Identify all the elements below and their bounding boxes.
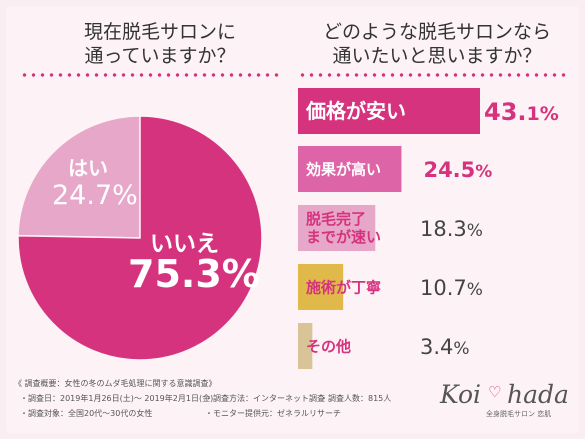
logo-koi: Koi (440, 380, 482, 409)
bar-category-5: その他 (306, 337, 351, 355)
question-preference: どのような脱毛サロンなら 通いたいと思いますか？ (322, 21, 551, 67)
bar-value-2: 24.5% (423, 158, 492, 182)
pie-value-yes: 24.7% (52, 180, 138, 211)
bar-value-1: 43.1% (484, 98, 559, 126)
bar-category-1: 価格が安い (305, 99, 406, 123)
survey-target: ・調査対象：全国20代〜30代の女性 (20, 409, 153, 418)
dotted-divider-right (298, 73, 566, 77)
heart-icon: ♡ (488, 383, 502, 401)
survey-provider: ・モニター提供元：ゼネラルリサーチ (205, 409, 341, 418)
logo-tagline: 全身脱毛サロン 恋肌 (486, 410, 552, 418)
pie-slice-no (17, 115, 263, 361)
bar-4 (298, 264, 344, 310)
survey-summary-title: 《 調査概要：女性の冬のムダ毛処理に関する意識調査》 (14, 379, 217, 388)
pie-label-no: いいえ (150, 231, 219, 257)
dotted-divider-left (20, 73, 282, 77)
bar-category-2: 効果が高い (306, 160, 381, 178)
question-current: 現在脱毛サロンに 通っていますか？ (83, 21, 236, 67)
pie-value-no: 75.3% (128, 252, 260, 296)
bar-3 (298, 205, 376, 251)
survey-count: ・調査人数：815人 (320, 394, 392, 403)
bar-1 (298, 88, 480, 134)
bar-5 (298, 323, 313, 369)
bar-category-3: 脱毛完了までが速い (306, 210, 381, 246)
bar-value-3: 18.3% (420, 217, 483, 241)
survey-date: ・調査日：2019年1月26日(土)〜 2019年2月1日(金) (20, 394, 214, 403)
bar-value-4: 10.7% (420, 276, 483, 300)
bar-category-4: 施術が丁寧 (306, 278, 381, 296)
bar-value-5: 3.4% (420, 335, 470, 359)
survey-method: ・調査方法：インターネット調査 (205, 394, 325, 403)
pie-label-yes: はい (68, 156, 108, 180)
logo-hada: hada (507, 380, 569, 409)
bar-2 (298, 146, 402, 192)
pie-slice-yes (17, 115, 141, 239)
